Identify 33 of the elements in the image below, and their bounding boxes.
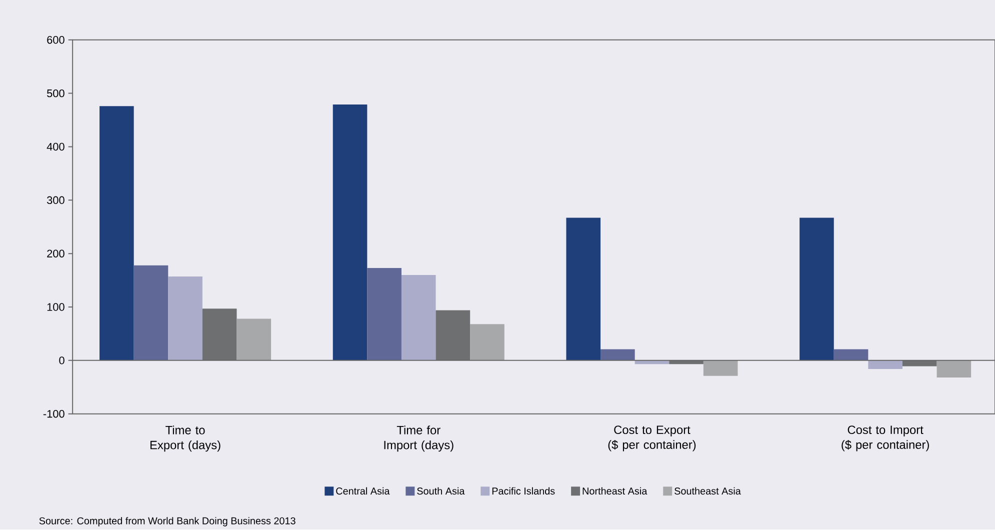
bar — [470, 324, 504, 361]
bar — [566, 218, 601, 361]
y-tick-label: 400 — [46, 143, 64, 151]
bar — [936, 360, 972, 378]
y-tick-label: 100 — [47, 303, 64, 312]
x-tick-label: Time for Import (days) — [384, 426, 454, 452]
legend-label: Pacific Islands — [492, 488, 555, 495]
x-tick-label: Cost to Export ($ per container) — [608, 426, 696, 452]
y-tick-label: 200 — [47, 250, 64, 258]
source-note: Source: Computed from World Bank Doing Business 2013 — [39, 517, 296, 527]
bar — [332, 104, 368, 361]
legend-label: Southeast Asia — [674, 488, 741, 495]
bar — [703, 360, 738, 376]
x-tick-label: Cost to Import ($ per container) — [842, 426, 929, 452]
y-tick-label: -100 — [43, 410, 64, 418]
bar — [236, 318, 272, 361]
bar — [800, 218, 834, 361]
bar — [401, 275, 436, 361]
legend-label: South Asia — [417, 488, 465, 495]
bar — [168, 276, 202, 361]
bar — [600, 349, 635, 361]
legend-label: Central Asia — [336, 488, 390, 495]
legend-label: Northeast Asia — [582, 488, 648, 495]
bar — [367, 268, 402, 361]
y-tick-label: 600 — [47, 36, 64, 44]
y-tick-label: 0 — [59, 356, 64, 365]
bar — [868, 360, 902, 370]
y-tick-label: 500 — [47, 90, 64, 98]
x-tick-label: Time to Export (days) — [150, 426, 220, 452]
bar — [834, 349, 868, 361]
bar — [100, 106, 134, 361]
y-tick-label: 300 — [47, 196, 64, 204]
bar — [134, 266, 168, 361]
